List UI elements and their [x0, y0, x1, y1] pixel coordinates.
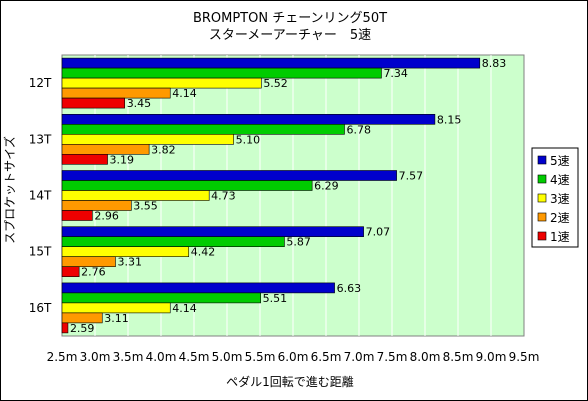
- data-label: 4.42: [191, 246, 216, 259]
- bar: [61, 124, 345, 135]
- data-label: 5.52: [263, 77, 288, 90]
- data-label: 2.96: [94, 210, 119, 223]
- bar: [61, 154, 108, 165]
- data-label: 8.15: [437, 113, 462, 126]
- x-tick-label: 4.0m: [146, 350, 177, 364]
- data-label: 3.55: [133, 200, 158, 213]
- bar: [61, 134, 234, 145]
- data-label: 3.19: [110, 153, 135, 166]
- bar: [61, 236, 285, 247]
- bar: [61, 256, 116, 268]
- data-label: 3.82: [151, 143, 176, 156]
- legend-swatch: [537, 231, 547, 241]
- category-label: 13T: [29, 132, 52, 146]
- data-label: 3.11: [104, 312, 129, 325]
- bar: [61, 200, 132, 211]
- bar: [61, 246, 190, 257]
- bar: [61, 57, 481, 69]
- data-label: 5.51: [263, 292, 288, 305]
- category-label: 14T: [29, 189, 52, 203]
- data-label: 2.76: [81, 266, 106, 279]
- bar: [61, 266, 80, 278]
- data-label: 4.14: [172, 302, 197, 315]
- x-tick-label: 8.5m: [443, 350, 474, 364]
- category-label: 16T: [29, 301, 52, 315]
- x-tick-label: 6.0m: [278, 350, 309, 364]
- bar: [61, 190, 210, 201]
- data-label: 3.31: [117, 256, 141, 269]
- bar: [61, 77, 262, 89]
- data-label: 6.63: [337, 282, 362, 295]
- data-label: 6.78: [346, 123, 371, 136]
- data-label: 7.07: [366, 226, 391, 239]
- data-label: 5.10: [236, 133, 261, 146]
- bar: [61, 226, 364, 237]
- data-label: 3.45: [127, 97, 152, 110]
- x-tick-label: 3.5m: [113, 350, 144, 364]
- x-tick-label: 3.0m: [80, 350, 111, 364]
- category-label: 12T: [29, 76, 52, 90]
- bar: [61, 87, 171, 99]
- legend-label: 5速: [550, 154, 570, 168]
- x-tick-label: 5.0m: [212, 350, 243, 364]
- bar: [61, 170, 397, 181]
- legend-swatch: [537, 193, 547, 203]
- legend-swatch: [537, 212, 547, 222]
- data-labels: 8.83 7.34 5.52 4.14 3.45 8.15 6.78 5.10 3.82 3.19…: [70, 57, 506, 335]
- x-tick-label: 7.0m: [344, 350, 375, 364]
- bar: [61, 114, 436, 125]
- legend-label: 3速: [550, 192, 570, 206]
- bar: [61, 292, 261, 304]
- legend-label: 4速: [550, 173, 570, 187]
- legend-swatch: [537, 155, 547, 165]
- chart-title-line-2: スターメーアーチャー 5速: [209, 28, 371, 43]
- bar: [61, 180, 313, 191]
- x-tick-label: 6.5m: [311, 350, 342, 364]
- category-label: 15T: [29, 245, 52, 259]
- y-axis-title: スプロケットサイズ: [2, 136, 17, 244]
- bar: [61, 302, 171, 314]
- x-tick-label: 4.5m: [179, 350, 210, 364]
- chart-title-line-1: BROMPTON チェーンリング50T: [193, 11, 387, 26]
- x-tick-label: 2.5m: [47, 350, 78, 364]
- data-label: 7.57: [399, 170, 424, 183]
- x-tick-labels: 2.5m 3.0m 3.5m 4.0m 4.5m 5.0m 5.5m 6.0m 6.5m 7.0m…: [47, 350, 540, 364]
- data-label: 7.34: [383, 67, 408, 80]
- legend-swatch: [537, 174, 547, 184]
- bar: [61, 312, 103, 324]
- bar: [61, 97, 126, 109]
- x-tick-label: 9.0m: [476, 350, 507, 364]
- bar: [61, 144, 150, 155]
- bar: [61, 322, 69, 334]
- x-axis-title: ペダル1回転で進む距離: [226, 374, 354, 389]
- bar: [61, 210, 93, 221]
- category-labels: 12T 13T 14T 15T 16T: [29, 76, 52, 315]
- data-label: 5.87: [286, 236, 311, 249]
- x-tick-label: 5.5m: [245, 350, 276, 364]
- data-label: 4.73: [211, 190, 236, 203]
- x-tick-label: 9.5m: [509, 350, 540, 364]
- x-tick-label: 7.5m: [377, 350, 408, 364]
- data-label: 2.59: [70, 322, 95, 335]
- bar: [61, 282, 335, 294]
- x-tick-label: 8.0m: [410, 350, 441, 364]
- legend: 5速 4速 3速 2速 1速: [531, 147, 579, 248]
- legend-label: 2速: [550, 211, 570, 225]
- bars: [61, 57, 481, 334]
- data-label: 4.14: [172, 87, 197, 100]
- bar: [61, 67, 382, 79]
- data-label: 8.83: [482, 57, 507, 70]
- legend-label: 1速: [550, 230, 570, 244]
- data-label: 6.29: [314, 180, 339, 193]
